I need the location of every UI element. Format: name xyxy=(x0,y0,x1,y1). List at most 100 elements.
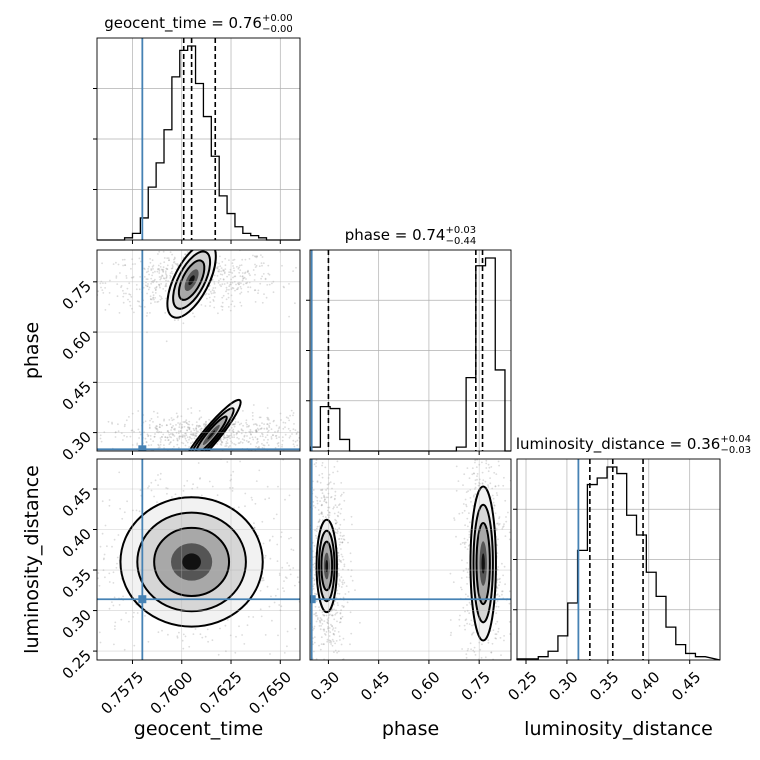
sample-point xyxy=(342,637,345,640)
sample-point xyxy=(222,278,225,281)
sample-point xyxy=(340,548,342,550)
sample-point xyxy=(457,480,460,482)
sample-point xyxy=(241,275,244,277)
sample-point xyxy=(462,503,465,505)
y-tick-label-phase: 0.45 xyxy=(59,378,95,414)
sample-point xyxy=(253,279,256,281)
sample-point xyxy=(261,447,264,449)
sample-point xyxy=(503,565,506,568)
sample-point xyxy=(313,573,316,576)
sample-point xyxy=(174,427,176,430)
sample-point xyxy=(337,551,340,554)
sample-point xyxy=(242,283,245,286)
sample-point xyxy=(122,289,124,292)
sample-point xyxy=(166,275,168,277)
sample-point xyxy=(181,639,184,642)
sample-point xyxy=(296,444,299,447)
sample-point xyxy=(211,639,214,642)
sample-point xyxy=(292,549,295,552)
sample-point xyxy=(473,646,476,649)
sample-point xyxy=(254,436,257,439)
sample-point xyxy=(275,437,278,440)
sample-point xyxy=(123,258,126,261)
sample-point xyxy=(151,291,154,294)
sample-point xyxy=(146,285,149,288)
sample-point xyxy=(218,270,220,273)
sample-point xyxy=(149,419,151,422)
sample-point xyxy=(108,607,111,610)
sample-point xyxy=(463,473,466,476)
sample-point xyxy=(172,418,175,421)
sample-point xyxy=(281,264,283,267)
sample-point xyxy=(179,422,182,425)
sample-point xyxy=(119,507,121,510)
sample-point xyxy=(149,261,152,264)
sample-point xyxy=(321,513,324,515)
sample-point xyxy=(323,643,325,646)
sample-point xyxy=(136,612,139,614)
sample-point xyxy=(222,294,225,297)
sample-point xyxy=(153,435,156,438)
sample-point xyxy=(316,525,319,528)
sample-point xyxy=(258,416,261,419)
sample-point xyxy=(191,433,194,435)
sample-point xyxy=(155,285,158,288)
sample-point xyxy=(471,624,473,627)
sample-point xyxy=(336,651,338,654)
sample-point xyxy=(336,592,339,595)
sample-point xyxy=(100,440,103,443)
sample-point xyxy=(192,483,195,486)
sample-point xyxy=(317,509,320,511)
sample-point xyxy=(123,511,126,514)
sample-point xyxy=(122,595,124,598)
sample-point xyxy=(239,292,242,295)
sample-point xyxy=(315,620,318,623)
sample-point xyxy=(496,587,499,589)
sample-point xyxy=(271,282,273,285)
sample-point xyxy=(240,432,243,435)
sample-point xyxy=(472,495,475,498)
sample-point xyxy=(497,484,500,487)
sample-point xyxy=(335,522,337,525)
sample-point xyxy=(319,628,322,631)
sample-point xyxy=(502,574,504,577)
x-tick-label-luminosity_distance: 0.40 xyxy=(627,668,663,704)
sample-point xyxy=(188,423,191,426)
sample-point xyxy=(449,572,452,575)
sample-point xyxy=(237,430,240,433)
sample-point xyxy=(228,429,231,432)
sample-point xyxy=(264,436,267,439)
sample-point xyxy=(270,595,272,598)
sample-point xyxy=(217,282,220,284)
sample-point xyxy=(313,566,316,568)
sample-point xyxy=(164,290,167,292)
sample-point xyxy=(160,439,162,441)
sample-point xyxy=(163,257,166,259)
sample-point xyxy=(201,636,204,639)
sample-point xyxy=(158,446,161,449)
sample-point xyxy=(226,439,229,441)
sample-point xyxy=(338,504,340,506)
sample-point xyxy=(253,289,256,292)
sample-point xyxy=(502,526,504,528)
sample-point xyxy=(266,416,269,419)
sample-point xyxy=(499,581,501,584)
sample-point xyxy=(281,443,284,446)
sample-point xyxy=(326,622,329,624)
sample-point xyxy=(266,423,268,425)
sample-point xyxy=(238,271,241,274)
sample-point xyxy=(153,279,156,282)
sample-point xyxy=(209,305,211,307)
sample-point xyxy=(195,427,198,430)
sample-point xyxy=(175,424,177,426)
sample-point xyxy=(150,481,153,484)
sample-point xyxy=(199,425,202,428)
sample-point xyxy=(244,492,247,495)
sample-point xyxy=(491,642,494,645)
sample-point xyxy=(220,285,223,288)
sample-point xyxy=(282,587,284,589)
sample-point xyxy=(282,421,285,424)
sample-point xyxy=(467,525,469,528)
sample-point xyxy=(329,639,332,642)
sample-point xyxy=(256,427,259,430)
